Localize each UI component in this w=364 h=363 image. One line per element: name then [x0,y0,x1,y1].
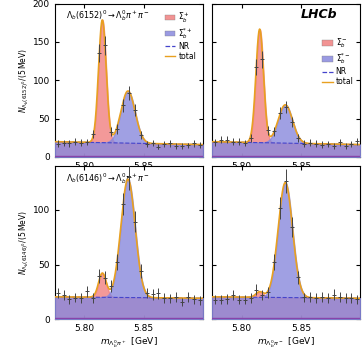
Y-axis label: $N_{\Lambda_b(6152)^0}/(5\,\mathrm{MeV})$: $N_{\Lambda_b(6152)^0}/(5\,\mathrm{MeV})… [17,48,31,113]
Legend: $\Sigma^+_b$, $\Sigma^{*+}_b$, NR, total: $\Sigma^+_b$, $\Sigma^{*+}_b$, NR, total [163,9,198,62]
Text: $\Lambda_b(6146)^0 \to \Lambda^0_b\pi^+\pi^-$: $\Lambda_b(6146)^0 \to \Lambda^0_b\pi^+\… [67,171,150,185]
Bar [55,318,203,323]
X-axis label: $m_{\Lambda^0_b\pi^-}\;\;[\mathrm{GeV}]$: $m_{\Lambda^0_b\pi^-}\;\;[\mathrm{GeV}]$ [257,336,315,350]
Legend: $\Sigma^-_b$, $\Sigma^{*-}_b$, NR, total: $\Sigma^-_b$, $\Sigma^{*-}_b$, NR, total [320,35,355,88]
Y-axis label: $N_{\Lambda_b(6146)^0}/(5\,\mathrm{MeV})$: $N_{\Lambda_b(6146)^0}/(5\,\mathrm{MeV})… [17,210,31,275]
Text: LHCb: LHCb [301,8,338,21]
Bar [212,318,360,323]
X-axis label: $m_{\Lambda^0_b\pi^+}\;\;[\mathrm{GeV}]$: $m_{\Lambda^0_b\pi^+}\;\;[\mathrm{GeV}]$ [100,336,158,350]
Bar [55,156,203,159]
Bar [212,156,360,159]
Text: $\Lambda_b(6152)^0 \to \Lambda^0_b\pi^+\pi^-$: $\Lambda_b(6152)^0 \to \Lambda^0_b\pi^+\… [67,8,150,23]
